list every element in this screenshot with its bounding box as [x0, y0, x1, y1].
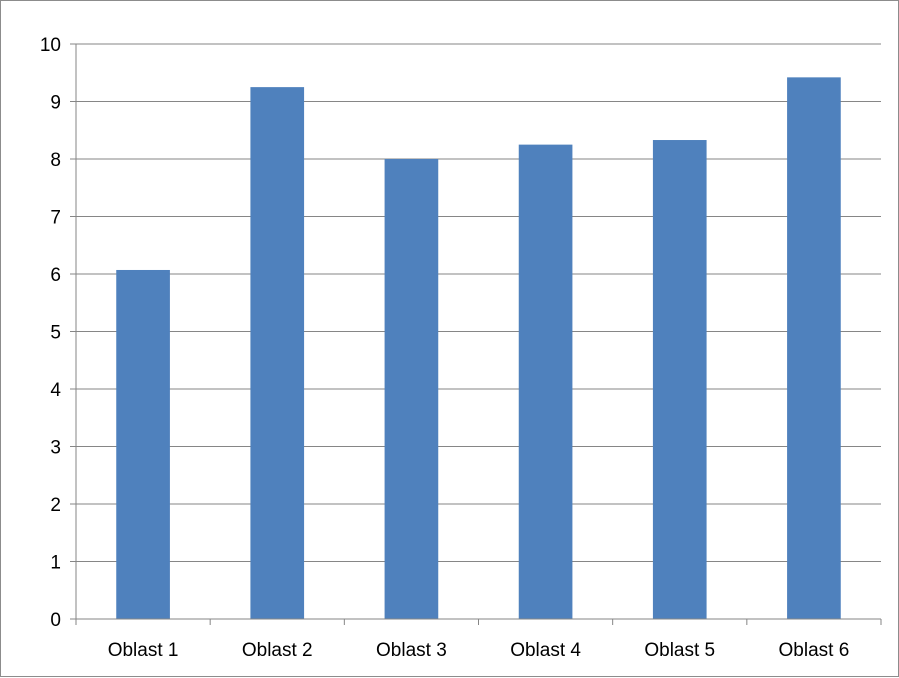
- x-tick-label-oblast-2: Oblast 2: [242, 640, 313, 661]
- x-tick-label-oblast-6: Oblast 6: [779, 640, 850, 661]
- y-tick-labels: 0 1 2 3 4 5 6 7 8 9 10: [40, 35, 62, 631]
- y-tick-label-7: 7: [50, 208, 61, 229]
- x-tick-label-oblast-1: Oblast 1: [108, 640, 179, 661]
- bar-oblast-5: [652, 140, 707, 619]
- x-tick-labels: Oblast 1 Oblast 2 Oblast 3 Oblast 4 Oblast 5…: [108, 640, 850, 661]
- y-tick-label-5: 5: [50, 323, 61, 344]
- bar-oblast-6: [787, 77, 841, 620]
- bar-oblast-4: [518, 144, 573, 619]
- x-tick-label-oblast-3: Oblast 3: [376, 640, 447, 661]
- bar-oblast-2: [250, 87, 305, 619]
- y-tick-label-9: 9: [50, 93, 61, 114]
- gridlines: [76, 43, 881, 562]
- bar-oblast-1: [116, 269, 170, 619]
- y-tick-label-0: 0: [50, 610, 61, 631]
- y-tick-label-4: 4: [50, 380, 61, 401]
- y-tick-label-8: 8: [50, 150, 61, 171]
- y-tick-label-10: 10: [40, 35, 61, 56]
- x-tick-label-oblast-5: Oblast 5: [644, 640, 715, 661]
- x-tick-label-oblast-4: Oblast 4: [510, 640, 581, 661]
- y-tick-label-6: 6: [50, 265, 61, 286]
- y-tick-label-3: 3: [50, 438, 61, 459]
- y-tick-label-1: 1: [50, 553, 61, 574]
- bar-oblast-3: [384, 159, 439, 619]
- y-tick-label-2: 2: [50, 495, 61, 516]
- axes: [70, 43, 882, 625]
- bars: [116, 77, 841, 620]
